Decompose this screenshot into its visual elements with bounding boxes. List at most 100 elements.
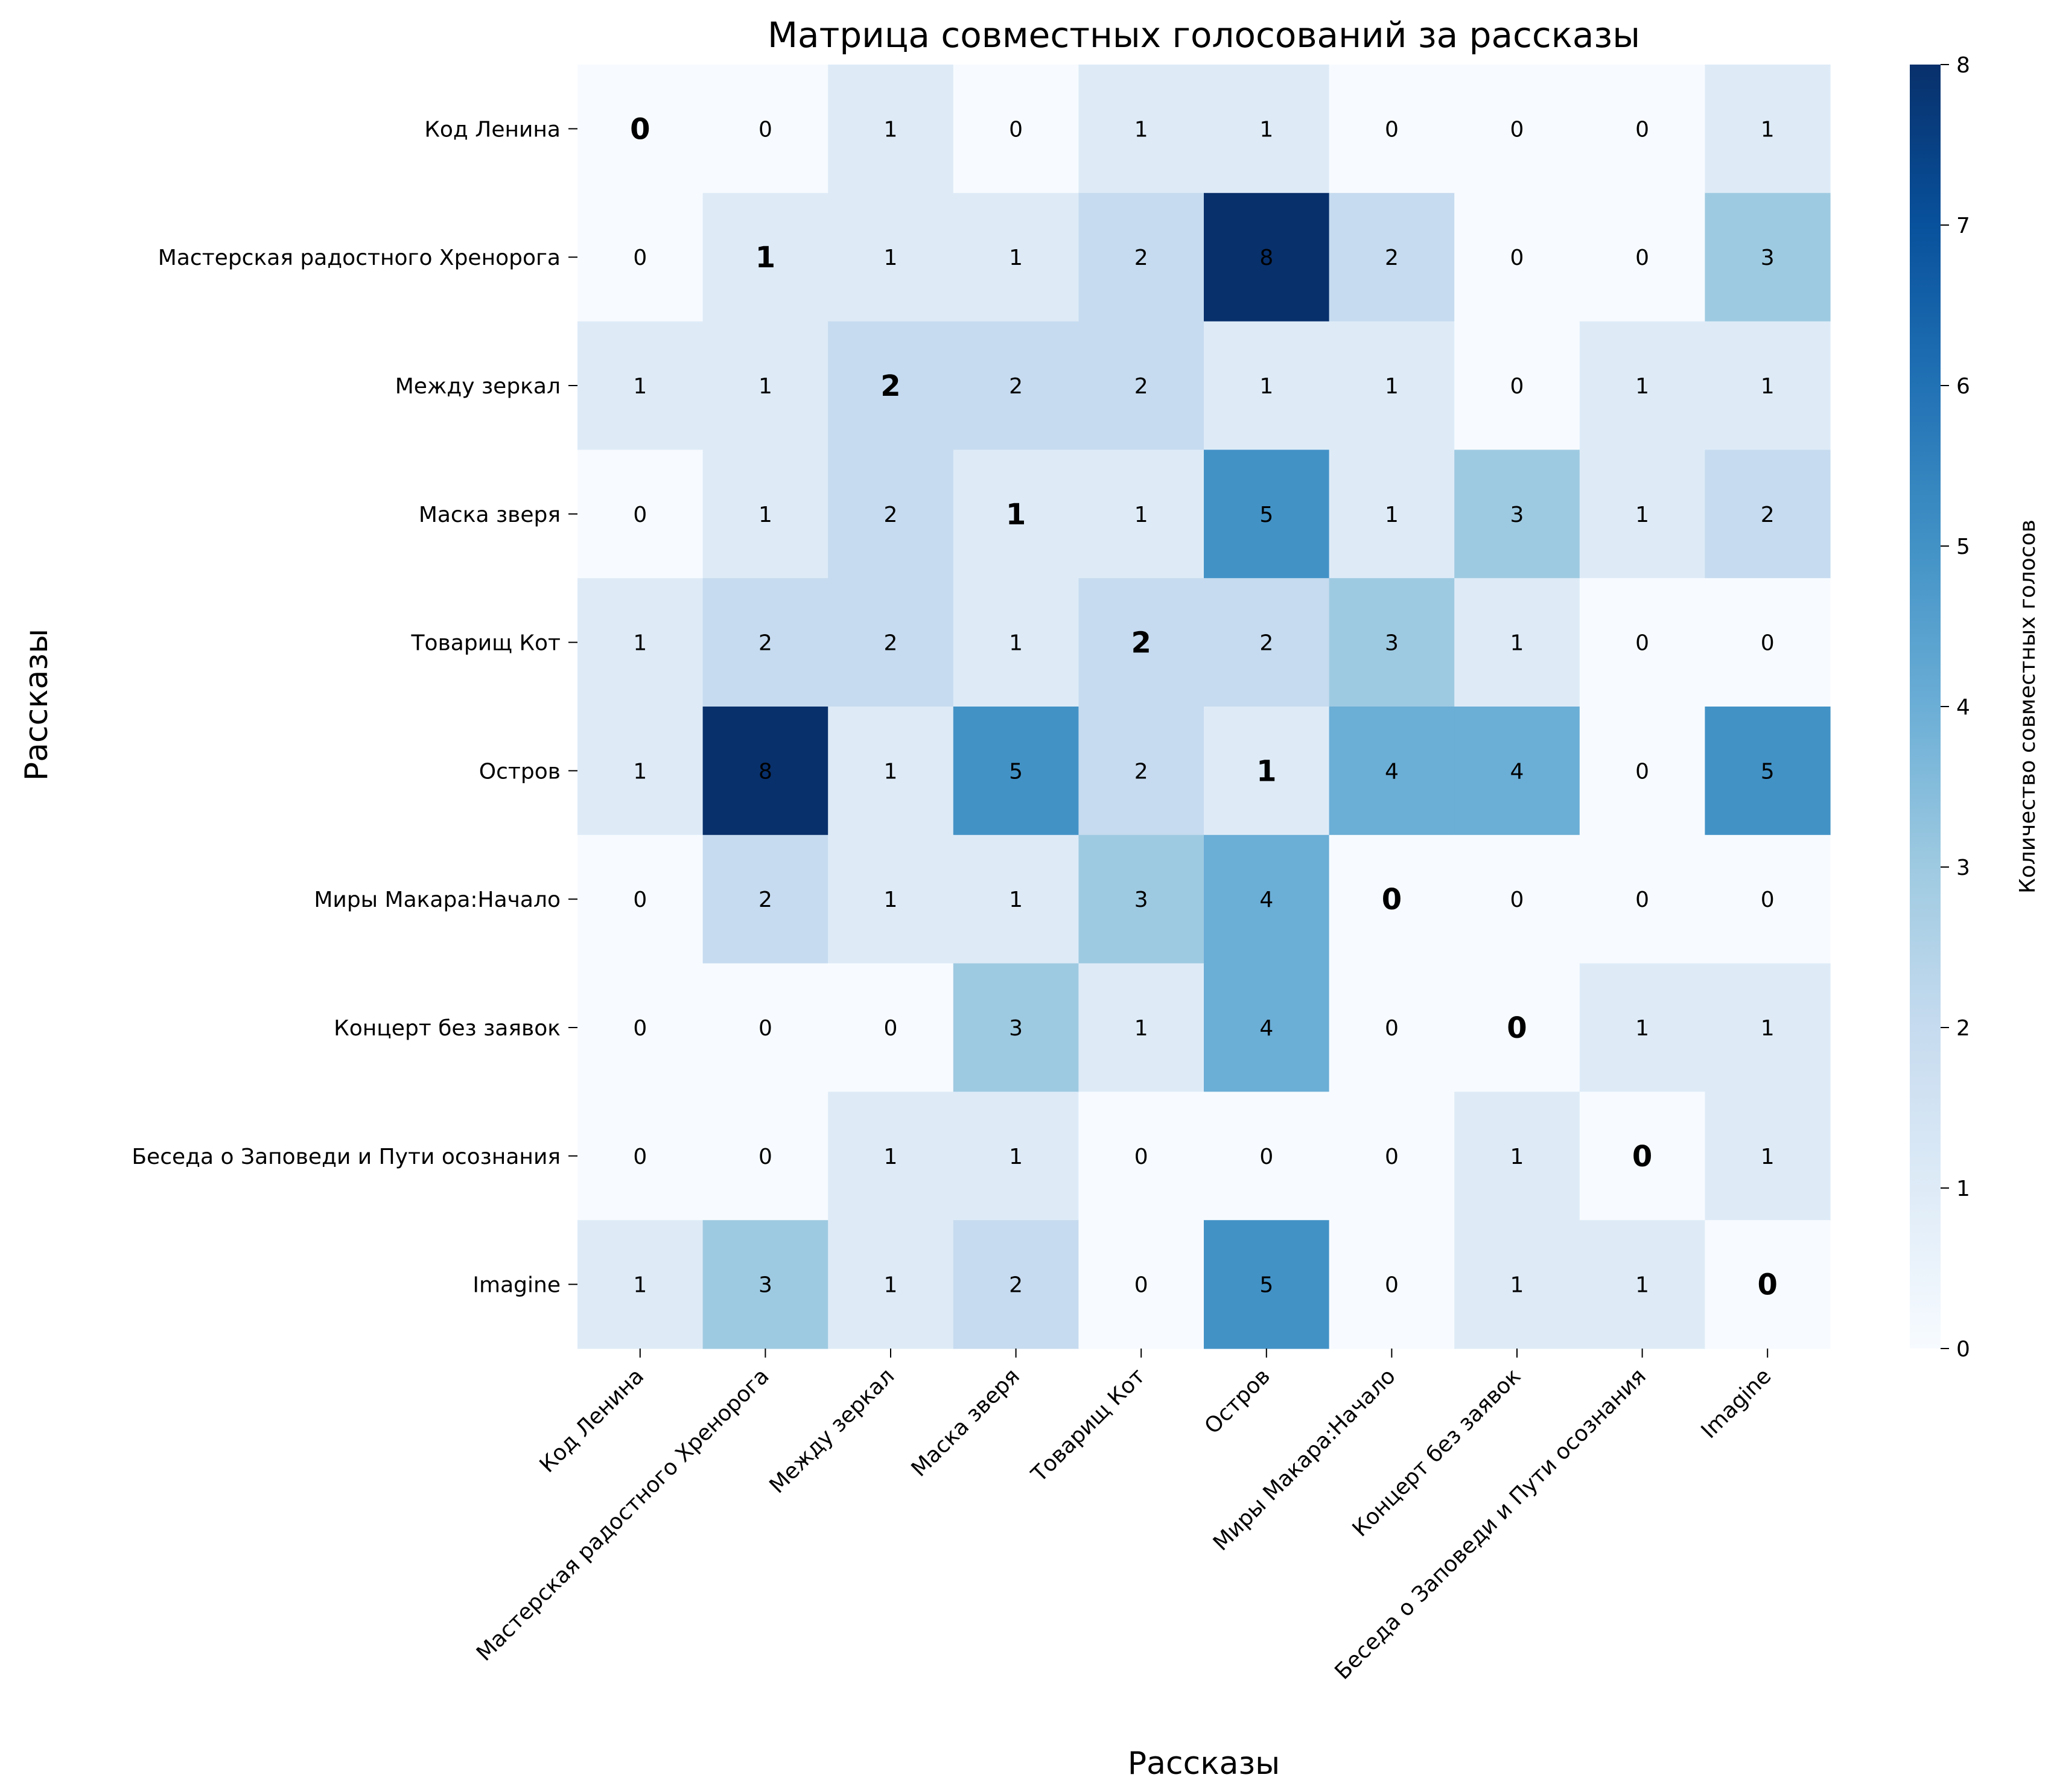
cell-value-label: 0	[633, 888, 647, 912]
x-tick-label: Imagine	[1697, 1364, 1776, 1443]
y-axis-label: Рассказы	[19, 629, 55, 781]
heatmap-cell	[1329, 578, 1455, 707]
cell-value-label: 0	[1757, 1268, 1777, 1302]
heatmap-cell	[953, 963, 1079, 1092]
cell-value-label: 1	[884, 759, 898, 784]
heatmap-cell	[577, 707, 704, 836]
cell-value-label: 0	[1761, 631, 1775, 656]
cell-value-label: 0	[1385, 1273, 1399, 1298]
cell-value-label: 1	[1134, 503, 1148, 527]
cell-value-label: 1	[1009, 246, 1023, 270]
colorbar-tick-label: 3	[1956, 856, 1970, 880]
colorbar-tick-label: 5	[1956, 535, 1970, 559]
cell-value-label: 0	[1507, 1011, 1527, 1045]
cell-value-label: 2	[880, 369, 900, 403]
cell-value-label: 8	[758, 759, 772, 784]
heatmap-cell	[828, 578, 954, 707]
heatmap-cell	[1705, 578, 1831, 707]
cell-value-label: 0	[1134, 1273, 1148, 1298]
heatmap-cell	[577, 192, 704, 322]
heatmap-cell	[1329, 450, 1455, 579]
heatmap-cell	[702, 321, 828, 450]
heatmap-cell	[1579, 321, 1705, 450]
heatmap-cell	[1078, 578, 1204, 707]
y-tick-label: Маска зверя	[419, 503, 561, 527]
heatmap-cell	[1204, 321, 1330, 450]
heatmap-cell	[702, 65, 828, 194]
heatmap-cell	[1204, 1220, 1330, 1349]
cell-value-label: 1	[1635, 503, 1649, 527]
cell-value-label: 8	[1259, 246, 1273, 270]
colorbar-label: Количество совместных голосов	[2015, 519, 2040, 894]
cell-value-label: 3	[1009, 1016, 1023, 1041]
y-tick-label: Imagine	[472, 1273, 561, 1298]
cell-value-label: 0	[1134, 1145, 1148, 1169]
x-tick-label: Между зеркал	[765, 1364, 899, 1498]
heatmap-cell	[1078, 1091, 1204, 1221]
cell-value-label: 0	[758, 1145, 772, 1169]
cell-value-label: 0	[1385, 1145, 1399, 1169]
cell-value-label: 0	[1635, 888, 1649, 912]
cell-value-label: 1	[884, 888, 898, 912]
heatmap-cell	[1705, 192, 1831, 322]
cell-value-label: 0	[1635, 759, 1649, 784]
cell-value-label: 1	[1635, 1273, 1649, 1298]
heatmap-cell	[1078, 1220, 1204, 1349]
cell-value-label: 2	[1009, 374, 1023, 399]
heatmap-cell	[1204, 963, 1330, 1092]
heatmap-cell	[1579, 65, 1705, 194]
cell-value-label: 1	[1635, 1016, 1649, 1041]
cell-value-label: 0	[1385, 1016, 1399, 1041]
heatmap-cell	[702, 707, 828, 836]
cell-value-label: 2	[884, 503, 898, 527]
heatmap-cell	[1705, 834, 1831, 964]
heatmap-cell	[1454, 192, 1580, 322]
heatmap-cell	[1329, 192, 1455, 322]
heatmap-cell	[702, 578, 828, 707]
x-tick-label: Товарищ Кот	[1026, 1364, 1150, 1487]
cell-value-label: 0	[1259, 1145, 1273, 1169]
heatmap-cell	[1705, 963, 1831, 1092]
cell-value-label: 0	[630, 112, 650, 146]
chart-title: Матрица совместных голосований за расска…	[768, 14, 1640, 56]
y-tick-label: Мастерская радостного Хренорога	[158, 246, 561, 270]
heatmap-cell	[577, 963, 704, 1092]
heatmap-cell	[1329, 834, 1455, 964]
cell-value-label: 2	[1385, 246, 1399, 270]
heatmap-cell	[1705, 707, 1831, 836]
cell-value-label: 5	[1259, 1273, 1273, 1298]
cell-value-label: 3	[758, 1273, 772, 1298]
heatmap-cell	[577, 834, 704, 964]
heatmap-cell	[828, 1220, 954, 1349]
cell-value-label: 3	[1385, 631, 1399, 656]
heatmap-cell	[1204, 65, 1330, 194]
cell-value-label: 0	[758, 117, 772, 142]
cell-value-label: 3	[1134, 888, 1148, 912]
heatmap-cell	[577, 65, 704, 194]
heatmap-cell	[953, 450, 1079, 579]
heatmap-cell	[1329, 1220, 1455, 1349]
heatmap-cell	[1078, 834, 1204, 964]
cell-value-label: 1	[1009, 888, 1023, 912]
heatmap-cell	[828, 192, 954, 322]
cell-value-label: 1	[758, 503, 772, 527]
heatmap-cell	[1078, 192, 1204, 322]
cell-value-label: 1	[1761, 374, 1775, 399]
cell-value-label: 0	[1510, 888, 1524, 912]
heatmap-cell	[1454, 321, 1580, 450]
heatmap-cell	[1204, 578, 1330, 707]
heatmap-cell	[1705, 65, 1831, 194]
cell-value-label: 3	[1761, 246, 1775, 270]
cell-value-label: 0	[1510, 246, 1524, 270]
heatmap-cell	[577, 578, 704, 707]
cell-value-label: 2	[1134, 759, 1148, 784]
cell-value-label: 0	[633, 246, 647, 270]
cell-value-label: 1	[884, 246, 898, 270]
heatmap-cell	[953, 834, 1079, 964]
cell-labels: 0 0 1 0 1 1 0 0 0 1 0 1 1 1 2 8 2 0 0 3 1 1 2 2 2 1 1 0 1 1 0 1 2 1 1 5 1 3 1 2…	[630, 112, 1778, 1301]
heatmap-cell	[1329, 65, 1455, 194]
cell-value-label: 0	[1385, 117, 1399, 142]
heatmap-cell	[702, 450, 828, 579]
heatmap-cell	[1078, 65, 1204, 194]
